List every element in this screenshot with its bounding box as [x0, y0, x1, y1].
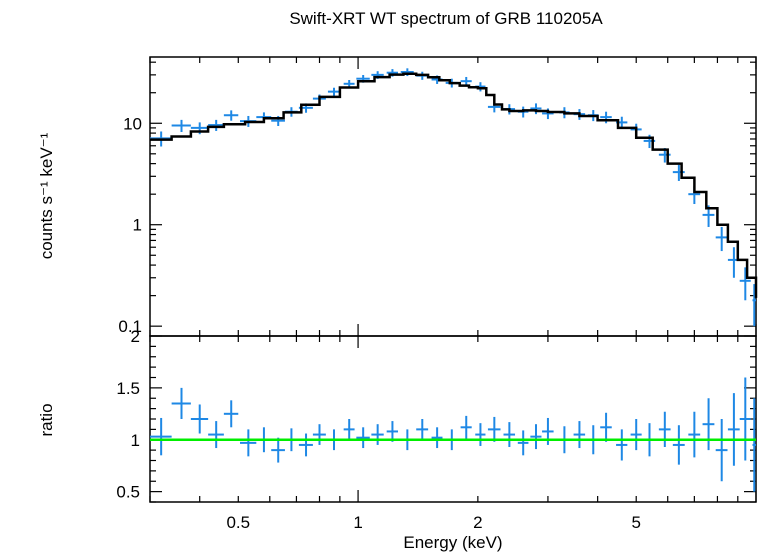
spectrum-y-tick-label: 1	[133, 216, 142, 235]
spectrum-data-points	[150, 68, 756, 327]
x-axis-label: Energy (keV)	[403, 533, 502, 552]
chart-title: Swift-XRT WT spectrum of GRB 110205A	[289, 9, 603, 28]
spectrum-axis-ticks: 0.1 1 10	[118, 57, 757, 336]
x-tick-label: 1	[353, 513, 362, 532]
ratio-y-axis-label: ratio	[37, 403, 56, 436]
x-tick-label: 0.5	[226, 513, 250, 532]
ratio-panel: 0.5 1 1.5 2 0.5 1 2 5 ratio Energy (keV)	[37, 327, 757, 552]
spectrum-y-axis-label: counts s⁻¹ keV⁻¹	[37, 132, 56, 259]
ratio-y-tick-label: 2	[131, 327, 140, 346]
ratio-y-tick-label: 0.5	[116, 483, 140, 502]
spectrum-y-tick-label: 0.1	[118, 317, 142, 336]
ratio-y-tick-label: 1.5	[116, 379, 140, 398]
ratio-y-tick-label: 1	[131, 431, 140, 450]
spectrum-model-curve	[150, 72, 758, 298]
spectrum-y-tick-label: 10	[123, 114, 142, 133]
ratio-data-points	[150, 377, 756, 492]
x-tick-label: 5	[631, 513, 640, 532]
spectrum-panel: 0.1 1 10 counts s⁻¹ keV⁻¹	[37, 56, 758, 337]
spectrum-panel-frame	[149, 56, 757, 337]
x-tick-label: 2	[473, 513, 482, 532]
